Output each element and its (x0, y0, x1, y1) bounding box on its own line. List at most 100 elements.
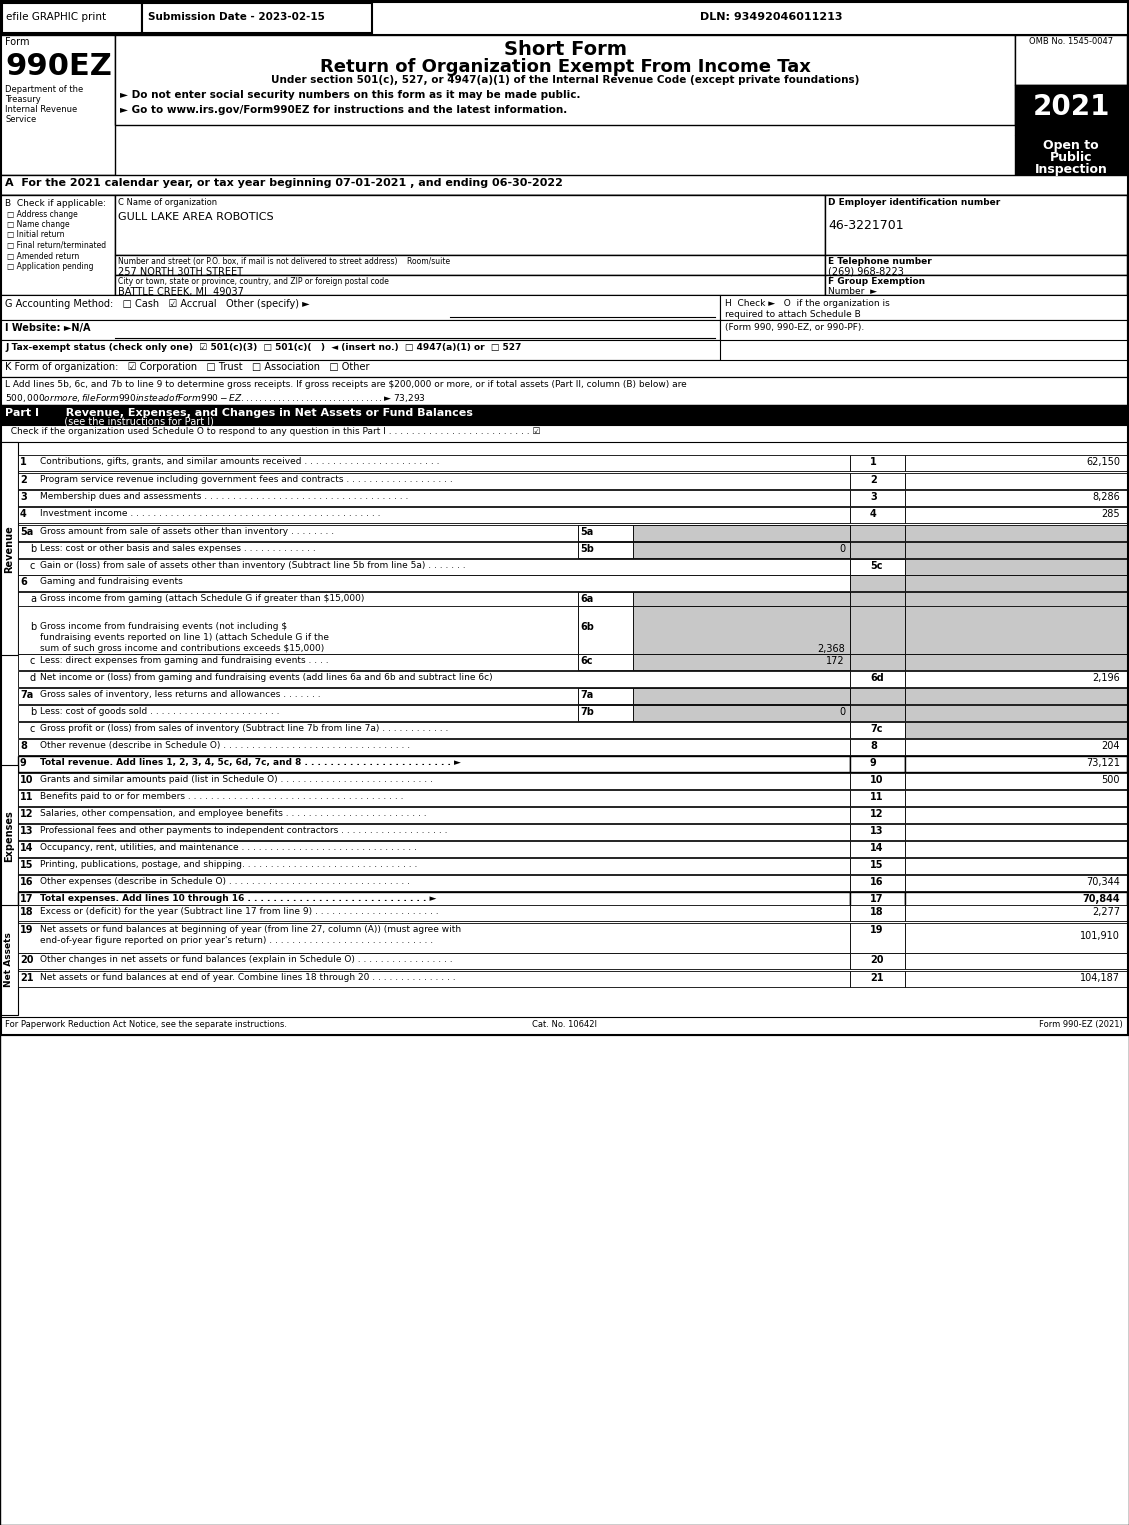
Bar (633, 688, 850, 705)
Text: A  For the 2021 calendar year, or tax year beginning 07-01-2021 , and ending 06-: A For the 2021 calendar year, or tax yea… (5, 178, 563, 188)
Text: Net income or (loss) from gaming and fundraising events (add lines 6a and 6b and: Net income or (loss) from gaming and fun… (40, 673, 492, 682)
Bar (18, 592, 578, 608)
Text: Open to: Open to (1043, 139, 1099, 153)
Text: 285: 285 (1102, 509, 1120, 518)
Bar (850, 541, 905, 558)
Text: 0: 0 (839, 544, 844, 554)
Text: ► Go to www.irs.gov/Form990EZ for instructions and the latest information.: ► Go to www.irs.gov/Form990EZ for instru… (120, 105, 567, 114)
Bar (905, 560, 1127, 575)
Bar (905, 592, 1127, 608)
Bar (850, 525, 905, 541)
Text: fundraising events reported on line 1) (attach Schedule G if the: fundraising events reported on line 1) (… (40, 633, 329, 642)
Text: 7b: 7b (580, 708, 594, 717)
Text: ► Do not enter social security numbers on this form as it may be made public.: ► Do not enter social security numbers o… (120, 90, 580, 101)
Bar (18, 824, 850, 840)
Text: 6b: 6b (580, 622, 594, 631)
Bar (18, 605, 578, 654)
Bar (115, 255, 825, 274)
Bar (905, 875, 1127, 891)
Bar (850, 705, 905, 721)
Text: 21: 21 (20, 973, 34, 984)
Bar (905, 473, 1127, 490)
Bar (905, 773, 1127, 788)
Bar (905, 807, 1127, 824)
Bar (0, 175, 1129, 195)
Text: 70,844: 70,844 (1083, 894, 1120, 904)
Bar (850, 875, 905, 891)
Text: Submission Date - 2023-02-15: Submission Date - 2023-02-15 (148, 12, 325, 21)
Bar (905, 506, 1127, 523)
Text: 70,344: 70,344 (1086, 877, 1120, 888)
Text: 1: 1 (20, 458, 27, 467)
Text: 3: 3 (20, 493, 27, 502)
Bar (850, 773, 905, 788)
Text: 13: 13 (870, 827, 884, 836)
Text: 1: 1 (870, 458, 877, 467)
Bar (18, 525, 578, 541)
Text: 0: 0 (839, 708, 844, 717)
Text: 19: 19 (870, 926, 884, 935)
Text: 4: 4 (870, 509, 877, 518)
Text: Check if the organization used Schedule O to respond to any question in this Par: Check if the organization used Schedule … (5, 427, 541, 436)
Text: 6d: 6d (870, 673, 884, 683)
Text: Internal Revenue: Internal Revenue (5, 105, 77, 114)
Text: 5a: 5a (20, 528, 33, 537)
Bar (0, 442, 18, 656)
Text: 14: 14 (870, 843, 884, 852)
Text: 2: 2 (20, 474, 27, 485)
Bar (18, 953, 850, 968)
Text: b: b (30, 622, 36, 631)
Bar (850, 904, 905, 921)
Bar (18, 923, 850, 953)
Text: Gaming and fundraising events: Gaming and fundraising events (40, 576, 183, 586)
Bar (905, 923, 1127, 953)
Text: Investment income . . . . . . . . . . . . . . . . . . . . . . . . . . . . . . . : Investment income . . . . . . . . . . . … (40, 509, 380, 518)
Text: (see the instructions for Part I): (see the instructions for Part I) (58, 416, 213, 427)
Text: 6c: 6c (580, 656, 593, 666)
Bar (578, 592, 633, 608)
Text: b: b (30, 708, 36, 717)
Bar (850, 892, 905, 907)
Bar (633, 592, 850, 608)
Text: Short Form: Short Form (504, 40, 627, 59)
Text: c: c (30, 724, 35, 734)
Bar (633, 654, 850, 669)
Text: Excess or (deficit) for the year (Subtract line 17 from line 9) . . . . . . . . : Excess or (deficit) for the year (Subtra… (40, 907, 439, 917)
Text: Less: cost of goods sold . . . . . . . . . . . . . . . . . . . . . . .: Less: cost of goods sold . . . . . . . .… (40, 708, 280, 717)
Text: Number  ►: Number ► (828, 287, 877, 296)
Bar (633, 525, 850, 541)
Text: Part I: Part I (5, 409, 40, 418)
Text: 12: 12 (20, 808, 34, 819)
Text: efile GRAPHIC print: efile GRAPHIC print (6, 12, 106, 21)
Bar (1015, 85, 1127, 136)
Text: Other expenses (describe in Schedule O) . . . . . . . . . . . . . . . . . . . . : Other expenses (describe in Schedule O) … (40, 877, 410, 886)
Bar (18, 654, 578, 669)
Text: 17: 17 (20, 894, 34, 904)
Text: D Employer identification number: D Employer identification number (828, 198, 1000, 207)
Text: Cat. No. 10642I: Cat. No. 10642I (532, 1020, 596, 1029)
Text: 6a: 6a (580, 595, 593, 604)
Text: Form: Form (5, 37, 29, 47)
Bar (633, 541, 850, 558)
Text: 17: 17 (870, 894, 884, 904)
Bar (578, 605, 633, 654)
Bar (905, 790, 1127, 807)
Bar (850, 506, 905, 523)
Text: Expenses: Expenses (5, 810, 14, 862)
Bar (578, 541, 633, 558)
Text: 2,368: 2,368 (817, 644, 844, 654)
Text: Public: Public (1050, 151, 1092, 165)
Bar (0, 377, 1129, 406)
Text: 2,277: 2,277 (1092, 907, 1120, 917)
Bar (905, 971, 1127, 987)
Bar (0, 406, 1129, 425)
Bar (18, 971, 850, 987)
Text: Grants and similar amounts paid (list in Schedule O) . . . . . . . . . . . . . .: Grants and similar amounts paid (list in… (40, 775, 432, 784)
Bar (850, 605, 905, 654)
Text: Net assets or fund balances at end of year. Combine lines 18 through 20 . . . . : Net assets or fund balances at end of ye… (40, 973, 456, 982)
Text: 11: 11 (20, 791, 34, 802)
Text: 13: 13 (20, 827, 34, 836)
Text: 7c: 7c (870, 724, 883, 734)
Bar (115, 35, 1015, 125)
Text: 18: 18 (870, 907, 884, 917)
